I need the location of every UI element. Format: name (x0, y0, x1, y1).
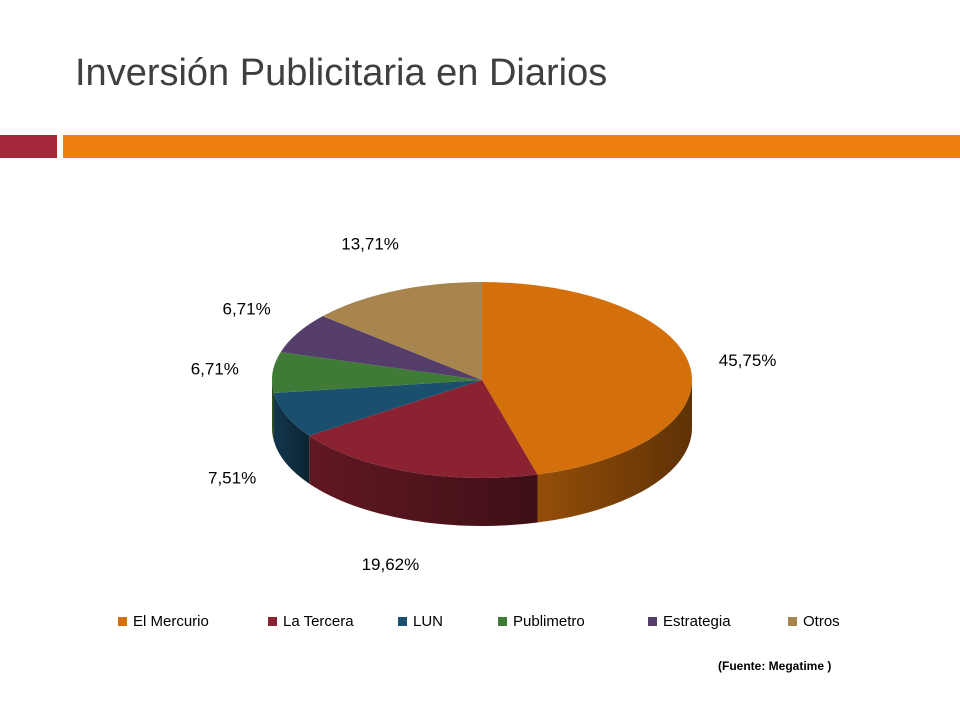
legend-item-el-mercurio: El Mercurio (118, 613, 268, 630)
legend-swatch-estrategia (648, 616, 657, 626)
data-label-el-mercurio: 45,75% (719, 351, 777, 370)
pie-slice-estrategia (280, 316, 482, 380)
legend-swatch-publimetro (498, 616, 507, 626)
pie-sides (272, 380, 692, 526)
title-accent-bar-orange (63, 135, 960, 158)
legend-item-publimetro: Publimetro (498, 613, 648, 630)
legend-item-estrategia: Estrategia (648, 613, 788, 630)
legend-swatch-lun (398, 616, 407, 626)
legend-item-otros: Otros (788, 613, 878, 630)
pie-labels: 45,75% 19,62% 7,51% 6,71% 6,71% 13,71% (191, 235, 777, 575)
legend-item-lun: LUN (398, 613, 498, 630)
pie-slice-el-mercurio (482, 282, 692, 475)
data-label-publimetro: 6,71% (191, 359, 239, 378)
slide-title: Inversión Publicitaria en Diarios (75, 52, 608, 94)
legend-swatch-el-mercurio (118, 616, 127, 626)
pie-top (272, 282, 692, 478)
title-accent-bar-red (0, 135, 57, 158)
pie-side-el-mercurio (537, 380, 692, 523)
legend-swatch-la-tercera (268, 616, 277, 626)
data-label-la-tercera: 19,62% (362, 555, 420, 574)
legend-label-estrategia: Estrategia (663, 612, 731, 630)
data-label-otros: 13,71% (341, 235, 399, 254)
data-label-lun: 7,51% (208, 468, 256, 487)
pie-side-la-tercera (309, 435, 538, 526)
chart-legend: El Mercurio La Tercera LUN Publimetro Estrat… (118, 610, 878, 632)
pie-slice-lun (273, 380, 482, 436)
legend-item-la-tercera: La Tercera (268, 613, 398, 630)
legend-label-publimetro: Publimetro (513, 612, 585, 630)
legend-label-lun: LUN (413, 612, 444, 630)
legend-swatch-otros (788, 616, 797, 626)
pie-slice-la-tercera (309, 380, 538, 478)
legend-label-otros: Otros (803, 612, 840, 630)
source-note: (Fuente: Megatime ) (718, 659, 832, 673)
legend-label-la-tercera: La Tercera (283, 612, 354, 630)
pie-side-lun (273, 393, 310, 484)
pie-slice-publimetro (272, 352, 482, 394)
data-label-estrategia: 6,71% (222, 299, 270, 318)
legend-label-el-mercurio: El Mercurio (133, 612, 209, 630)
pie-slice-otros (322, 282, 482, 380)
pie-side-publimetro (272, 380, 274, 442)
